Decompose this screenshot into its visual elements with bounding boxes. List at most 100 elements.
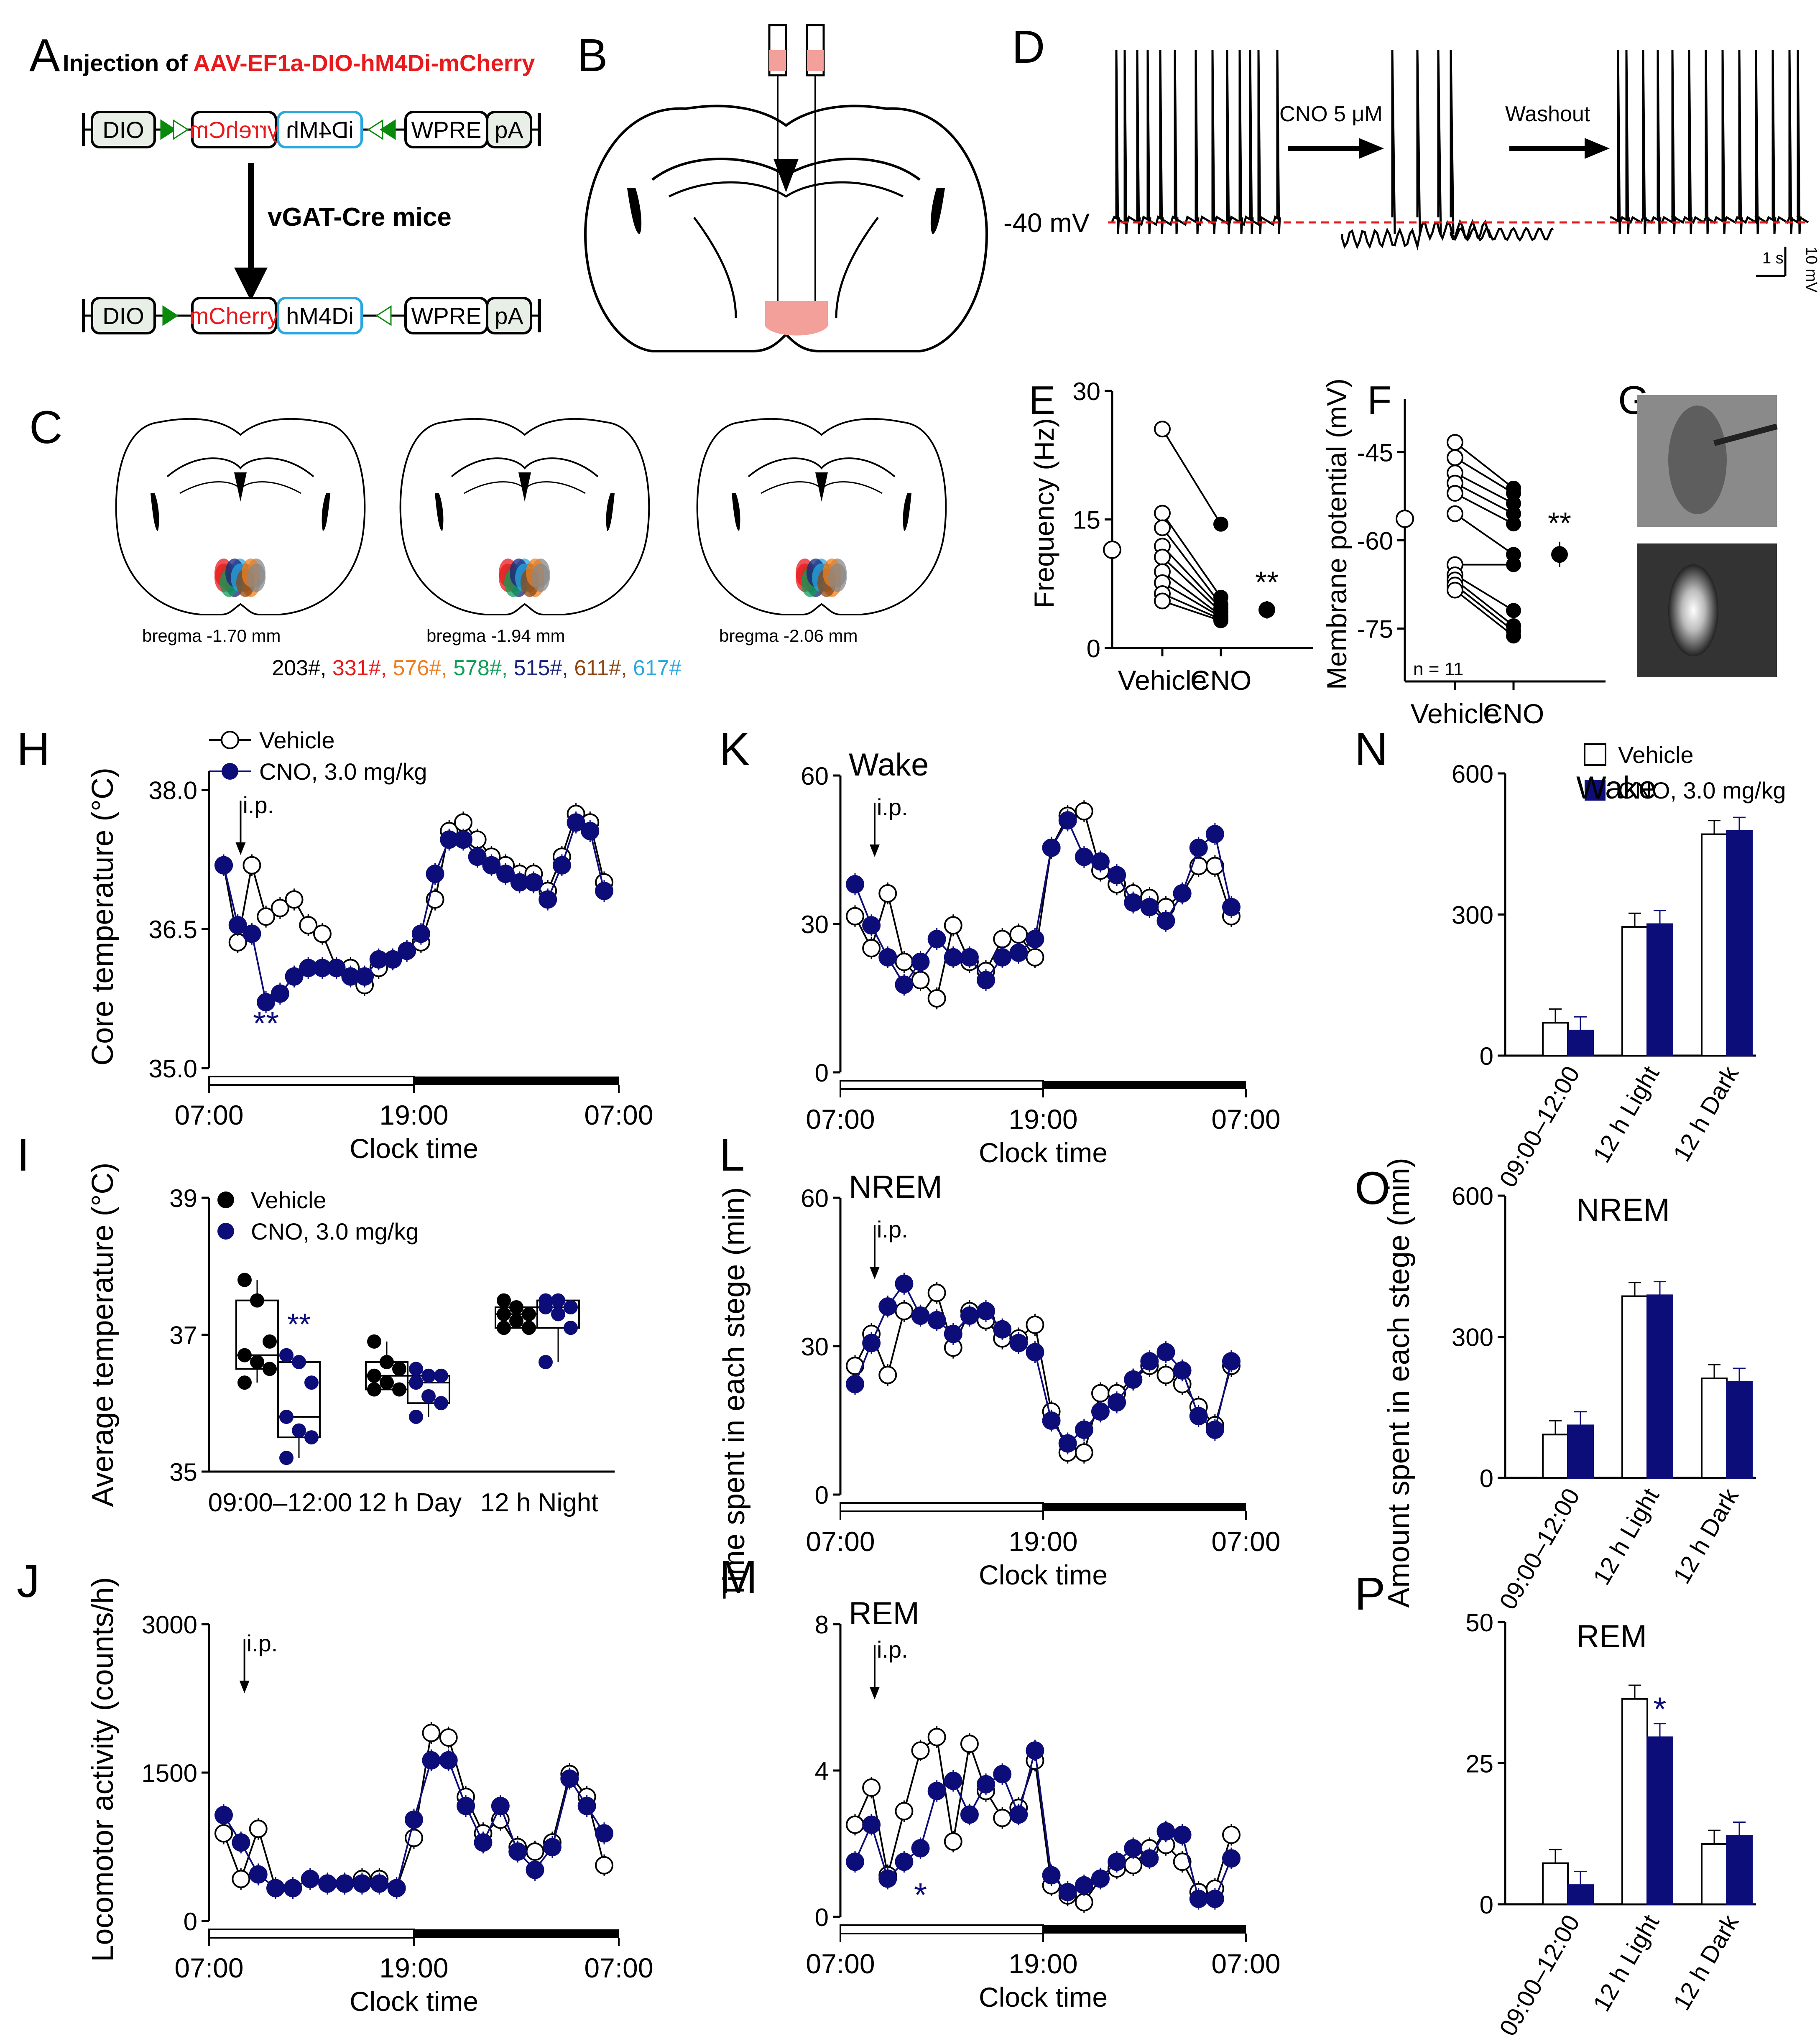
- box-point: [539, 1355, 553, 1369]
- bregma-3: bregma -2.06 mm: [719, 626, 858, 645]
- x-axis-label: Clock time: [979, 1982, 1108, 2013]
- cno-point: [439, 1751, 458, 1770]
- paired-line: [1161, 429, 1222, 525]
- cno-point: [539, 890, 557, 909]
- cno-point: [1108, 866, 1126, 885]
- box-point: [509, 1300, 523, 1314]
- vehicle-point: [895, 1802, 914, 1821]
- vehicle-point: [313, 924, 332, 943]
- box-point: [263, 1334, 277, 1349]
- cno-point: [1026, 1343, 1044, 1362]
- vehicle-point: [422, 1724, 441, 1743]
- ip-label: i.p.: [877, 794, 908, 820]
- ip-label: i.p.: [247, 1630, 278, 1656]
- vehicle-point: [426, 890, 444, 909]
- cno-point: [927, 1311, 946, 1329]
- cno-point: [1042, 838, 1061, 857]
- vehicle-point: [1075, 1443, 1093, 1462]
- y-axis-label: Average temperature (°C): [86, 1163, 120, 1507]
- y-tick-label: 30: [801, 911, 829, 939]
- legend-n: Vehicle CNO, 3.0 mg/kg: [1584, 742, 1786, 804]
- ventricle-shape: [773, 159, 799, 192]
- legend-i-cno-marker: [217, 1223, 234, 1240]
- x-tick-label: 07:00: [1211, 1948, 1280, 1979]
- bregma-2: bregma -1.94 mm: [426, 626, 565, 645]
- y-tick-label: 300: [1452, 901, 1493, 929]
- dark-phase-bar: [414, 1929, 619, 1938]
- cno-point: [1213, 613, 1228, 628]
- cno-point: [1506, 603, 1521, 618]
- injection-spread: [531, 564, 550, 592]
- vehicle-point: [1154, 549, 1171, 566]
- brain-section-outline: [696, 418, 947, 615]
- x-tick-label: 07:00: [1211, 1104, 1280, 1135]
- cno-point: [960, 1805, 979, 1824]
- light-phase-bar: [840, 1502, 1044, 1512]
- paired-line: [1161, 527, 1222, 605]
- cno-point: [454, 830, 472, 849]
- chart-title: Wake: [849, 747, 929, 783]
- panel-label-i: I: [17, 1129, 30, 1181]
- membrane-trace: [1111, 50, 1809, 251]
- box-point: [367, 1368, 381, 1383]
- cno-point: [878, 948, 897, 967]
- mouse-id: 578#,: [453, 656, 514, 680]
- cno-bar: [1646, 1736, 1673, 1906]
- box-point: [292, 1423, 306, 1438]
- vehicle-point: [1075, 802, 1093, 821]
- cno-point: [993, 948, 1012, 967]
- legend-n-cno-label: CNO, 3.0 mg/kg: [1618, 777, 1786, 804]
- cno-point: [214, 1806, 233, 1824]
- vehicle-mean: [1396, 509, 1414, 528]
- cno-point: [1108, 1852, 1126, 1871]
- paired-line: [1454, 574, 1514, 612]
- dark-phase-bar: [1043, 1503, 1246, 1511]
- brain-section-callosum: [166, 457, 314, 477]
- mouse-id: 331#,: [332, 656, 393, 680]
- x-axis-label: Clock time: [979, 1559, 1108, 1590]
- brain-section-outline: [399, 418, 650, 615]
- cno-point: [993, 1320, 1012, 1339]
- chart-P: 50 25 0 REM 09:00–12:00 12 h Light 12 h Dark *: [1465, 1609, 1756, 2041]
- vehicle-bar: [1621, 1698, 1648, 1905]
- vehicle-point: [1075, 1893, 1093, 1911]
- cno-point: [977, 971, 996, 990]
- mouse-id-list: 203#, 331#, 576#, 578#, 515#, 611#, 617#: [272, 656, 681, 680]
- vehicle-point: [257, 907, 276, 926]
- panel-b: B: [577, 24, 988, 352]
- brain-section-lateral: [606, 493, 615, 531]
- cno-mean: [1551, 546, 1568, 563]
- washout-label: Washout: [1505, 102, 1590, 126]
- y-tick-label: 300: [1452, 1324, 1493, 1352]
- y-tick-label: 8: [815, 1611, 829, 1639]
- construct-label: DIO: [102, 303, 144, 329]
- x-cat-label: 12 h Day: [358, 1488, 462, 1517]
- cno-point: [1156, 1822, 1175, 1841]
- cno-point: [1173, 1825, 1192, 1844]
- box-point: [409, 1362, 423, 1376]
- injection-site: [765, 301, 828, 336]
- cno-point: [927, 930, 946, 949]
- cno-point: [355, 967, 374, 986]
- cno-point: [1189, 1889, 1208, 1908]
- cno-point: [1091, 852, 1110, 871]
- y-tick-label: 37: [169, 1322, 197, 1350]
- vehicle-bar: [1621, 926, 1648, 1056]
- x-tick-label: 19:00: [1008, 1526, 1077, 1557]
- y-tick-label: 0: [1087, 635, 1100, 663]
- box-point: [497, 1307, 511, 1322]
- panel-a: A Injection of AAV-EF1a-DIO-hM4Di-mCherr…: [29, 30, 541, 334]
- cno-bar: [1726, 830, 1753, 1056]
- box-point: [539, 1300, 553, 1314]
- cno-point: [232, 1833, 250, 1852]
- box-point: [522, 1321, 536, 1335]
- cno-bar: [1567, 1884, 1594, 1905]
- cno-point: [543, 1838, 562, 1857]
- construct-label: iD4Mh: [286, 117, 354, 143]
- vehicle-point: [439, 1728, 458, 1747]
- box-point: [304, 1430, 319, 1445]
- cno-point: [1075, 1876, 1093, 1895]
- mouse-id: 203#,: [272, 656, 332, 680]
